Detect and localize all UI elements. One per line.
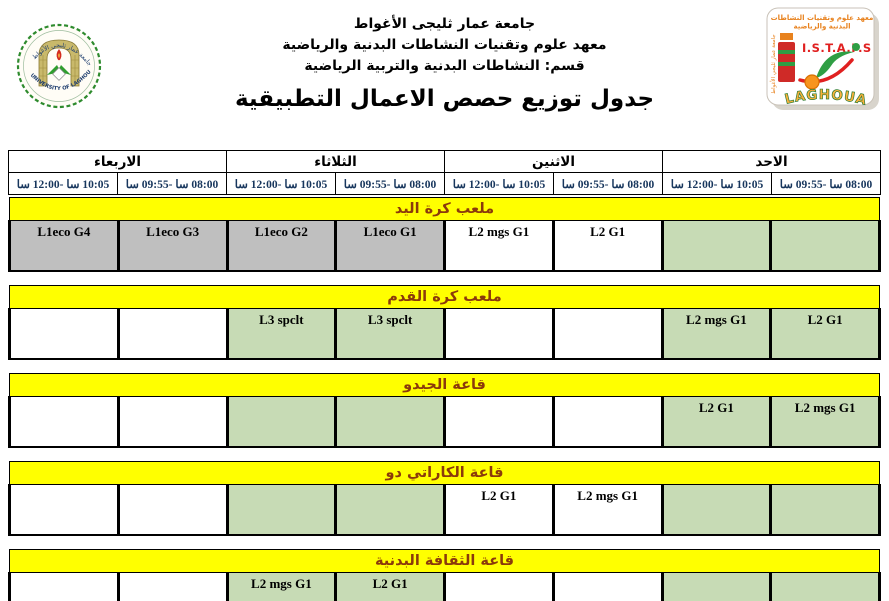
schedule-cell: L2 mgs G1 [551, 484, 664, 536]
section-cells-row: L3 spclt L3 spclt L2 mgs G1 L2 G1 [8, 308, 881, 360]
schedule-cell: L2 G1 [443, 484, 555, 536]
section-handball-court: ملعب كرة اليد L1eco G4 L1eco G3 L1eco G2… [8, 197, 881, 272]
schedule-cell: L2 G1 [551, 220, 664, 272]
section-cells-row: L2 G1 L2 mgs G1 [8, 484, 881, 536]
schedule-cell [334, 484, 446, 536]
schedule-cell [551, 572, 664, 601]
day-header-sunday: الاحد [662, 150, 881, 173]
schedule-cell [443, 396, 555, 448]
section-title: قاعة الجيدو [9, 373, 880, 397]
schedule-cell: L1eco G1 [334, 220, 446, 272]
schedule-cell [8, 572, 120, 601]
time-slot: 08:00 سا -09:55 سا [117, 172, 227, 195]
schedule-cell: L1eco G2 [225, 220, 338, 272]
header-text-block: جامعة عمار ثليجى الأغواط معهد علوم وتقني… [0, 0, 889, 112]
time-slot: 08:00 سا -09:55 سا [771, 172, 881, 195]
istaps-logo-icon: معهد علوم وتقنيات النشاطات البدنية والري… [759, 0, 884, 118]
section-cells-row: L1eco G4 L1eco G3 L1eco G2 L1eco G1 L2 m… [8, 220, 881, 272]
schedule-cell [443, 308, 555, 360]
schedule-cell: L2 G1 [660, 396, 773, 448]
istaps-acronym: I.S.T.A.P.S [802, 41, 872, 55]
schedule-cell: L3 spclt [225, 308, 338, 360]
time-header-row: 10:05 سا -12:00 سا 08:00 سا -09:55 سا 10… [8, 172, 881, 195]
university-seal-svg: جامعة عمار ثليجي الأغواط UNIVERSITY OF L… [12, 16, 102, 109]
section-cells-row: L2 mgs G1 L2 G1 [8, 572, 881, 601]
university-name: جامعة عمار ثليجى الأغواط [353, 16, 536, 32]
schedule-cell: L1eco G4 [8, 220, 120, 272]
istaps-arabic-line1: معهد علوم وتقنيات النشاطات [771, 14, 874, 22]
section-judo-hall: قاعة الجيدو L2 G1 L2 mgs G1 [8, 373, 881, 448]
istaps-logo-svg: معهد علوم وتقنيات النشاطات البدنية والري… [759, 0, 879, 110]
schedule-cell [8, 396, 120, 448]
schedule-cell [225, 484, 338, 536]
time-slot: 10:05 سا -12:00 سا [444, 172, 554, 195]
day-header-wednesday: الاربعاء [8, 150, 227, 173]
istaps-arabic-line2: البدنية والرياضية [794, 23, 851, 31]
schedule-cell [225, 396, 338, 448]
schedule-cell: L2 G1 [769, 308, 881, 360]
section-title: ملعب كرة القدم [9, 285, 880, 309]
page-title: جدول توزيع حصص الاعمال التطبيقية [234, 86, 655, 112]
section-cells-row: L2 G1 L2 mgs G1 [8, 396, 881, 448]
schedule-cell [660, 484, 773, 536]
schedule-cell [769, 220, 881, 272]
schedule-cell [769, 484, 881, 536]
time-slot: 10:05 سا -12:00 سا [226, 172, 336, 195]
schedule-cell [551, 308, 664, 360]
schedule-cell [116, 484, 229, 536]
section-title-row: قاعة الكاراتي دو [9, 461, 880, 485]
institute-name: معهد علوم وتقنيات النشاطات البدنية والري… [282, 37, 607, 53]
schedule-cell [8, 308, 120, 360]
time-slot: 08:00 سا -09:55 سا [335, 172, 445, 195]
document-header: جامعة عمار ثليجي الأغواط UNIVERSITY OF L… [0, 0, 889, 150]
department-name: قسم: النشاطات البدنية والتربية الرياضية [304, 58, 585, 74]
section-karate-hall: قاعة الكاراتي دو L2 G1 L2 mgs G1 [8, 461, 881, 536]
schedule-cell [443, 572, 555, 601]
schedule-cell: L2 mgs G1 [225, 572, 338, 601]
schedule-cell: L2 mgs G1 [769, 396, 881, 448]
time-slot: 08:00 سا -09:55 سا [553, 172, 663, 195]
time-slot: 10:05 سا -12:00 سا [662, 172, 772, 195]
section-title: قاعة الكاراتي دو [9, 461, 880, 485]
istaps-side-text: جامعة عمار ثليجي الأغواط [769, 34, 777, 94]
section-title: قاعة الثقافة البدنية [9, 549, 880, 573]
section-physical-culture-hall: قاعة الثقافة البدنية L2 mgs G1 L2 G1 [8, 549, 881, 601]
university-seal-icon: جامعة عمار ثليجي الأغواط UNIVERSITY OF L… [12, 16, 104, 116]
timetable-day-header: الاربعاء الثلاثاء الاثنين الاحد 10:05 سا… [8, 150, 881, 195]
section-title: ملعب كرة اليد [9, 197, 880, 221]
schedule-cell [116, 396, 229, 448]
section-title-row: ملعب كرة القدم [9, 285, 880, 309]
schedule-cell [116, 308, 229, 360]
time-slot: 10:05 سا -12:00 سا [8, 172, 118, 195]
schedule-cell [334, 396, 446, 448]
schedule-cell: L2 mgs G1 [660, 308, 773, 360]
section-title-row: قاعة الثقافة البدنية [9, 549, 880, 573]
schedule-cell [660, 220, 773, 272]
schedule-cell: L2 G1 [334, 572, 446, 601]
schedule-cell [551, 396, 664, 448]
day-header-monday: الاثنين [444, 150, 663, 173]
schedule-cell: L1eco G3 [116, 220, 229, 272]
schedule-cell [769, 572, 881, 601]
schedule-cell: L2 mgs G1 [443, 220, 555, 272]
schedule-cell: L3 spclt [334, 308, 446, 360]
day-header-tuesday: الثلاثاء [226, 150, 445, 173]
section-title-row: قاعة الجيدو [9, 373, 880, 397]
day-header-row: الاربعاء الثلاثاء الاثنين الاحد [8, 150, 881, 173]
schedule-cell [8, 484, 120, 536]
schedule-cell [116, 572, 229, 601]
section-football-field: ملعب كرة القدم L3 spclt L3 spclt L2 mgs … [8, 285, 881, 360]
schedule-cell [660, 572, 773, 601]
section-title-row: ملعب كرة اليد [9, 197, 880, 221]
